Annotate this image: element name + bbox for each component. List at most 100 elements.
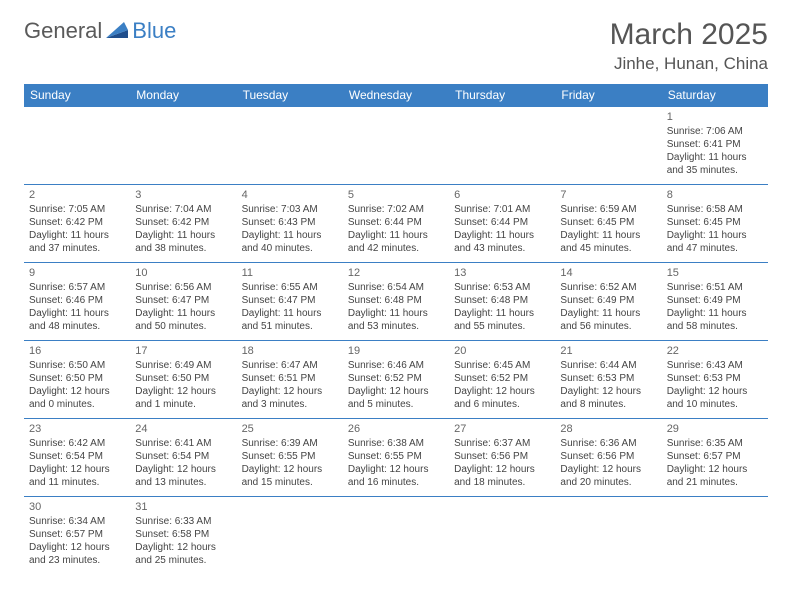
- sunset-text: Sunset: 6:41 PM: [667, 138, 763, 151]
- sunrise-text: Sunrise: 6:35 AM: [667, 437, 763, 450]
- day-number: 9: [29, 266, 125, 280]
- daylight-text-2: and 48 minutes.: [29, 320, 125, 333]
- empty-cell: [343, 107, 449, 185]
- logo-text-general: General: [24, 18, 102, 44]
- day-number: 20: [454, 344, 550, 358]
- daylight-text-2: and 42 minutes.: [348, 242, 444, 255]
- sunrise-text: Sunrise: 7:04 AM: [135, 203, 231, 216]
- sunset-text: Sunset: 6:45 PM: [667, 216, 763, 229]
- empty-cell: [237, 107, 343, 185]
- day-cell: 1Sunrise: 7:06 AMSunset: 6:41 PMDaylight…: [662, 107, 768, 185]
- day-number: 8: [667, 188, 763, 202]
- daylight-text-2: and 47 minutes.: [667, 242, 763, 255]
- daylight-text-1: Daylight: 12 hours: [135, 541, 231, 554]
- sunset-text: Sunset: 6:51 PM: [242, 372, 338, 385]
- daylight-text-2: and 23 minutes.: [29, 554, 125, 567]
- sunset-text: Sunset: 6:48 PM: [454, 294, 550, 307]
- daylight-text-2: and 18 minutes.: [454, 476, 550, 489]
- daylight-text-2: and 16 minutes.: [348, 476, 444, 489]
- day-cell: 5Sunrise: 7:02 AMSunset: 6:44 PMDaylight…: [343, 185, 449, 263]
- daylight-text-2: and 3 minutes.: [242, 398, 338, 411]
- sunset-text: Sunset: 6:44 PM: [348, 216, 444, 229]
- empty-cell: [237, 497, 343, 575]
- sunrise-text: Sunrise: 6:37 AM: [454, 437, 550, 450]
- sunset-text: Sunset: 6:53 PM: [667, 372, 763, 385]
- day-cell: 30Sunrise: 6:34 AMSunset: 6:57 PMDayligh…: [24, 497, 130, 575]
- sunset-text: Sunset: 6:47 PM: [242, 294, 338, 307]
- daylight-text-1: Daylight: 12 hours: [135, 385, 231, 398]
- day-number: 27: [454, 422, 550, 436]
- flag-icon: [106, 18, 128, 44]
- calendar-row: 9Sunrise: 6:57 AMSunset: 6:46 PMDaylight…: [24, 263, 768, 341]
- day-number: 28: [560, 422, 656, 436]
- daylight-text-2: and 25 minutes.: [135, 554, 231, 567]
- daylight-text-2: and 5 minutes.: [348, 398, 444, 411]
- sunrise-text: Sunrise: 6:49 AM: [135, 359, 231, 372]
- day-number: 29: [667, 422, 763, 436]
- weekday-header: Saturday: [662, 84, 768, 107]
- empty-cell: [343, 497, 449, 575]
- sunset-text: Sunset: 6:57 PM: [667, 450, 763, 463]
- sunrise-text: Sunrise: 6:39 AM: [242, 437, 338, 450]
- day-cell: 9Sunrise: 6:57 AMSunset: 6:46 PMDaylight…: [24, 263, 130, 341]
- daylight-text-2: and 1 minute.: [135, 398, 231, 411]
- day-cell: 18Sunrise: 6:47 AMSunset: 6:51 PMDayligh…: [237, 341, 343, 419]
- day-cell: 21Sunrise: 6:44 AMSunset: 6:53 PMDayligh…: [555, 341, 661, 419]
- daylight-text-2: and 40 minutes.: [242, 242, 338, 255]
- day-cell: 27Sunrise: 6:37 AMSunset: 6:56 PMDayligh…: [449, 419, 555, 497]
- day-number: 17: [135, 344, 231, 358]
- day-number: 14: [560, 266, 656, 280]
- sunset-text: Sunset: 6:48 PM: [348, 294, 444, 307]
- daylight-text-1: Daylight: 12 hours: [454, 385, 550, 398]
- sunrise-text: Sunrise: 6:44 AM: [560, 359, 656, 372]
- day-number: 2: [29, 188, 125, 202]
- day-number: 16: [29, 344, 125, 358]
- daylight-text-1: Daylight: 11 hours: [348, 229, 444, 242]
- daylight-text-2: and 10 minutes.: [667, 398, 763, 411]
- calendar-header-row: SundayMondayTuesdayWednesdayThursdayFrid…: [24, 84, 768, 107]
- daylight-text-2: and 55 minutes.: [454, 320, 550, 333]
- day-cell: 17Sunrise: 6:49 AMSunset: 6:50 PMDayligh…: [130, 341, 236, 419]
- daylight-text-1: Daylight: 11 hours: [560, 229, 656, 242]
- sunrise-text: Sunrise: 7:05 AM: [29, 203, 125, 216]
- daylight-text-1: Daylight: 12 hours: [667, 385, 763, 398]
- day-number: 24: [135, 422, 231, 436]
- logo: General Blue: [24, 18, 176, 44]
- sunset-text: Sunset: 6:56 PM: [454, 450, 550, 463]
- day-cell: 20Sunrise: 6:45 AMSunset: 6:52 PMDayligh…: [449, 341, 555, 419]
- day-number: 15: [667, 266, 763, 280]
- sunset-text: Sunset: 6:52 PM: [454, 372, 550, 385]
- empty-cell: [555, 497, 661, 575]
- empty-cell: [449, 497, 555, 575]
- sunset-text: Sunset: 6:50 PM: [29, 372, 125, 385]
- daylight-text-1: Daylight: 11 hours: [454, 229, 550, 242]
- daylight-text-1: Daylight: 12 hours: [135, 463, 231, 476]
- day-number: 10: [135, 266, 231, 280]
- daylight-text-2: and 50 minutes.: [135, 320, 231, 333]
- day-cell: 26Sunrise: 6:38 AMSunset: 6:55 PMDayligh…: [343, 419, 449, 497]
- daylight-text-1: Daylight: 11 hours: [242, 229, 338, 242]
- sunset-text: Sunset: 6:55 PM: [242, 450, 338, 463]
- daylight-text-1: Daylight: 12 hours: [29, 463, 125, 476]
- sunset-text: Sunset: 6:58 PM: [135, 528, 231, 541]
- weekday-header: Tuesday: [237, 84, 343, 107]
- sunset-text: Sunset: 6:52 PM: [348, 372, 444, 385]
- day-number: 7: [560, 188, 656, 202]
- calendar-row: 16Sunrise: 6:50 AMSunset: 6:50 PMDayligh…: [24, 341, 768, 419]
- sunrise-text: Sunrise: 7:01 AM: [454, 203, 550, 216]
- day-number: 12: [348, 266, 444, 280]
- day-cell: 15Sunrise: 6:51 AMSunset: 6:49 PMDayligh…: [662, 263, 768, 341]
- day-number: 11: [242, 266, 338, 280]
- daylight-text-1: Daylight: 11 hours: [135, 307, 231, 320]
- empty-cell: [130, 107, 236, 185]
- sunset-text: Sunset: 6:53 PM: [560, 372, 656, 385]
- sunrise-text: Sunrise: 6:46 AM: [348, 359, 444, 372]
- day-number: 13: [454, 266, 550, 280]
- day-number: 22: [667, 344, 763, 358]
- day-cell: 12Sunrise: 6:54 AMSunset: 6:48 PMDayligh…: [343, 263, 449, 341]
- sunrise-text: Sunrise: 6:42 AM: [29, 437, 125, 450]
- sunset-text: Sunset: 6:57 PM: [29, 528, 125, 541]
- day-cell: 7Sunrise: 6:59 AMSunset: 6:45 PMDaylight…: [555, 185, 661, 263]
- sunset-text: Sunset: 6:54 PM: [135, 450, 231, 463]
- logo-text-blue: Blue: [132, 18, 176, 44]
